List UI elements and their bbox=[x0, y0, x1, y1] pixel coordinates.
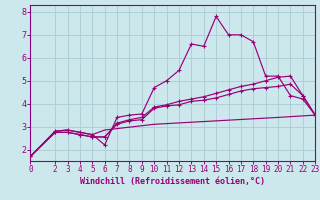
X-axis label: Windchill (Refroidissement éolien,°C): Windchill (Refroidissement éolien,°C) bbox=[80, 177, 265, 186]
